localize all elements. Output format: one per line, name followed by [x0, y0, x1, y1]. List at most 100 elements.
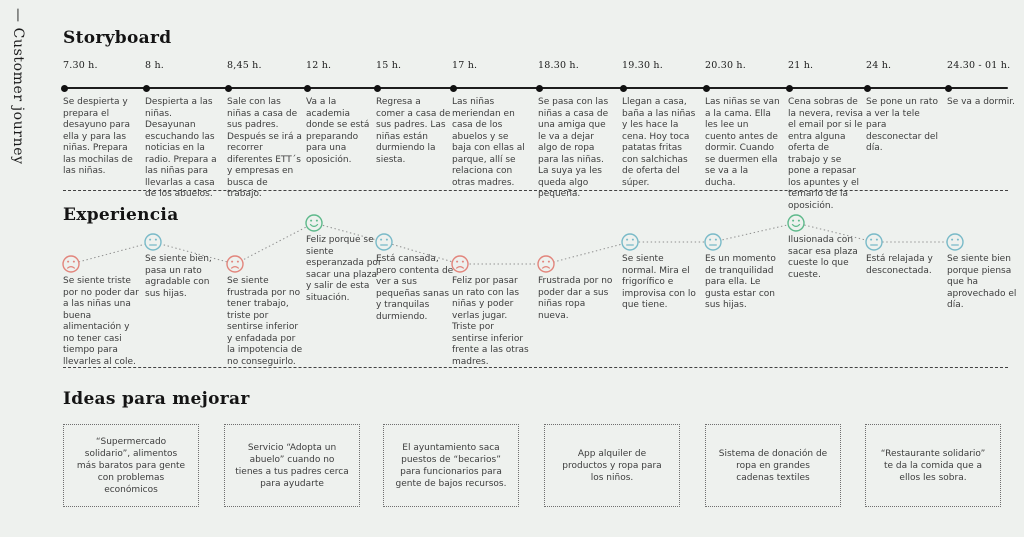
idea-text: Sistema de donación de ropa en grandes c… — [718, 448, 828, 483]
face-mouth — [67, 266, 75, 269]
vertical-page-title: — Customer journey — [10, 8, 26, 165]
timeline-dot — [703, 84, 710, 92]
storyboard-step-text: Se pasa con las niñas a casa de una amig… — [538, 97, 609, 199]
face-eye — [149, 238, 152, 241]
face-eye — [547, 260, 550, 263]
sad-face-icon — [451, 255, 469, 273]
neutral-face-icon — [144, 233, 162, 251]
face-eye — [236, 260, 239, 263]
section-divider — [63, 367, 1008, 368]
face-eye — [870, 238, 873, 241]
face-eye — [797, 219, 800, 222]
happy-face-icon — [787, 214, 805, 232]
storyboard-step-text: Las niñas meriendan en casa de los abuel… — [452, 97, 525, 188]
face-eye — [231, 260, 234, 263]
experience-curve — [70, 222, 955, 265]
idea-card: “Restaurante solidario” te da la comida … — [865, 424, 1001, 507]
storyboard-step-text: Se despierta y prepara el desayuno para … — [63, 97, 133, 176]
experience-point-text: Ilusionada con sacar esa plaza cueste lo… — [788, 235, 858, 280]
idea-text: El ayuntamiento saca puestos de “becario… — [395, 442, 507, 489]
face-eye — [380, 238, 383, 241]
sad-face-icon — [62, 255, 80, 273]
timeline-time-label: 24.30 - 01 h. — [947, 60, 1011, 71]
timeline-time-label: 8,45 h. — [227, 60, 262, 71]
experience-title: Experiencia — [63, 205, 179, 225]
sad-face-icon — [226, 255, 244, 273]
experience-point-text: Está cansada, pero contenta de ver a sus… — [376, 254, 454, 322]
face-mouth — [231, 266, 239, 269]
face-eye — [310, 219, 313, 222]
timeline-time-label: 24 h. — [866, 60, 892, 71]
storyboard-step-text: Sale con las niñas a casa de sus padres.… — [227, 97, 302, 199]
timeline-time-label: 15 h. — [376, 60, 402, 71]
face-eye — [792, 219, 795, 222]
timeline-time-label: 19.30 h. — [622, 60, 663, 71]
experience-point-text: Se siente bien porque piensa que ha apro… — [947, 254, 1017, 310]
face-eye — [72, 260, 75, 263]
experience-point-text: Feliz por pasar un rato con las niñas y … — [452, 276, 529, 367]
face-eye — [951, 238, 954, 241]
ideas-title: Ideas para mejorar — [63, 389, 250, 409]
face-eye — [714, 238, 717, 241]
idea-card: El ayuntamiento saca puestos de “becario… — [383, 424, 519, 507]
storyboard-title: Storyboard — [63, 28, 172, 48]
idea-card: App alquiler de productos y ropa para lo… — [544, 424, 680, 507]
face-eye — [626, 238, 629, 241]
timeline-dot — [945, 84, 952, 92]
idea-card: Sistema de donación de ropa en grandes c… — [705, 424, 841, 507]
timeline-axis — [63, 87, 1008, 89]
idea-text: App alquiler de productos y ropa para lo… — [562, 448, 662, 483]
experience-point-text: Se siente triste por no poder dar a las … — [63, 276, 139, 367]
experience-point-text: Se siente bien, pasa un rato agradable c… — [145, 254, 212, 299]
face-eye — [542, 260, 545, 263]
experience-point-text: Es un momento de tranquilidad para ella.… — [705, 254, 776, 310]
face-eye — [631, 238, 634, 241]
idea-text: “Restaurante solidario” te da la comida … — [880, 448, 986, 483]
timeline-dot — [61, 84, 68, 92]
storyboard-step-text: Llegan a casa, baña a las niñas y les ha… — [622, 97, 696, 188]
timeline-time-label: 17 h. — [452, 60, 478, 71]
timeline-dot — [450, 84, 457, 92]
face-eye — [461, 260, 464, 263]
experience-point-text: Feliz porque se siente esperanzada por s… — [306, 235, 382, 303]
face-eye — [956, 238, 959, 241]
storyboard-step-text: Las niñas se van a la cama. Ella les lee… — [705, 97, 780, 188]
happy-face-icon — [305, 214, 323, 232]
timeline-time-label: 12 h. — [306, 60, 332, 71]
face-mouth — [542, 266, 550, 269]
storyboard-step-text: Regresa a comer a casa de sus padres. La… — [376, 97, 451, 165]
timeline-time-label: 20.30 h. — [705, 60, 746, 71]
storyboard-step-text: Se va a dormir. — [947, 97, 1015, 107]
neutral-face-icon — [704, 233, 722, 251]
timeline-dot — [620, 84, 627, 92]
neutral-face-icon — [375, 233, 393, 251]
neutral-face-icon — [946, 233, 964, 251]
storyboard-step-text: Cena sobras de la nevera, revisa el emai… — [788, 97, 863, 211]
neutral-face-icon — [865, 233, 883, 251]
idea-text: “Supermercado solidario”, alimentos más … — [76, 436, 186, 495]
face-mouth — [456, 266, 464, 269]
timeline-dot — [536, 84, 543, 92]
experience-point-text: Se siente frustrada por no tener trabajo… — [227, 276, 303, 367]
face-eye — [385, 238, 388, 241]
idea-card: Servicio “Adopta un abuelo” cuando no ti… — [224, 424, 360, 507]
timeline-time-label: 18.30 h. — [538, 60, 579, 71]
face-mouth — [309, 223, 319, 227]
storyboard-step-text: Va a la academia donde se está preparand… — [306, 97, 370, 165]
face-eye — [315, 219, 318, 222]
timeline-time-label: 7.30 h. — [63, 60, 98, 71]
idea-text: Servicio “Adopta un abuelo” cuando no ti… — [235, 442, 349, 489]
storyboard-step-text: Se pone un rato a ver la tele para desco… — [866, 97, 938, 153]
neutral-face-icon — [621, 233, 639, 251]
timeline-dot — [864, 84, 871, 92]
face-eye — [875, 238, 878, 241]
timeline-dot — [143, 84, 150, 92]
face-eye — [154, 238, 157, 241]
sad-face-icon — [537, 255, 555, 273]
timeline-time-label: 21 h. — [788, 60, 814, 71]
section-divider — [63, 190, 1008, 191]
experience-graph — [62, 214, 964, 273]
face-eye — [456, 260, 459, 263]
face-mouth — [791, 223, 801, 227]
